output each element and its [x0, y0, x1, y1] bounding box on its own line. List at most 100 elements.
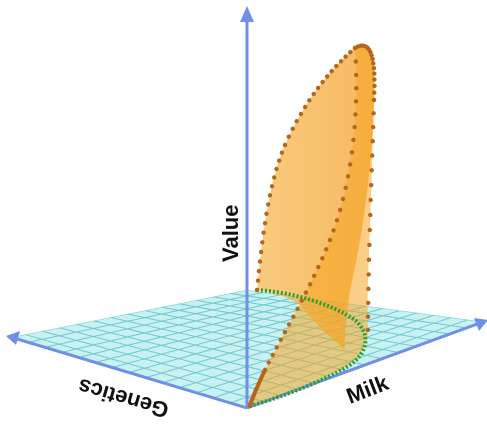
- edge-dot: [272, 175, 277, 180]
- edge-dot: [366, 286, 371, 291]
- edge-dot: [372, 77, 377, 82]
- edge-dot: [258, 249, 264, 255]
- grid-line: [59, 296, 299, 354]
- edge-dot: [266, 202, 271, 207]
- edge-dot: [334, 63, 339, 69]
- edge-dot: [270, 352, 275, 358]
- edge-dot: [370, 139, 375, 144]
- edge-dot: [371, 97, 377, 103]
- edge-dot: [340, 196, 346, 202]
- grid-line: [93, 300, 333, 364]
- edge-dot: [257, 259, 263, 264]
- edge-dot: [366, 257, 372, 262]
- edge-dot: [371, 124, 376, 130]
- edge-dot: [267, 193, 273, 198]
- edge-dot: [353, 112, 358, 117]
- right-axis: [246, 321, 481, 410]
- edge-dot: [262, 221, 268, 226]
- edge-dot: [303, 290, 309, 295]
- edge-dot: [302, 104, 308, 110]
- edge-dot: [365, 327, 371, 333]
- edge-dot: [286, 322, 292, 327]
- edge-dot: [369, 168, 374, 173]
- edge-dot: [368, 197, 373, 203]
- edge-dot: [274, 345, 279, 350]
- edge-dot: [247, 403, 253, 409]
- grid-line: [42, 294, 282, 349]
- edge-dot: [354, 86, 359, 91]
- edge-dot: [371, 61, 376, 66]
- edge-dot: [261, 230, 266, 235]
- edge-dot: [274, 166, 279, 172]
- edge-dot: [282, 142, 288, 148]
- edge-dot: [372, 90, 377, 95]
- edge-dot: [338, 59, 344, 64]
- edge-dot: [368, 212, 373, 218]
- surface-edge-dots: [247, 43, 377, 409]
- edge-dot: [320, 256, 325, 261]
- edge-dot: [343, 54, 348, 59]
- edge-dot: [369, 182, 374, 188]
- edge-dot: [254, 287, 260, 293]
- edge-dot: [327, 237, 333, 243]
- milk-axis-label: Milk: [343, 370, 393, 409]
- front-sheet: [250, 46, 375, 406]
- vertical-axis-arrow: [240, 6, 254, 22]
- edge-dot: [294, 119, 299, 124]
- edge-dot: [345, 174, 351, 179]
- edge-dot: [371, 66, 377, 71]
- edge-dot: [312, 273, 317, 278]
- edge-dot: [299, 298, 304, 303]
- edge-dot: [343, 185, 348, 190]
- right-axis-arrow: [474, 318, 487, 331]
- edge-dot: [347, 162, 353, 167]
- edge-dot: [372, 83, 377, 89]
- edge-dot: [352, 45, 358, 51]
- edge-dot: [354, 72, 359, 78]
- left-axis-arrow: [6, 331, 20, 345]
- edge-dot: [320, 79, 325, 85]
- axes: [6, 6, 487, 410]
- edge-dot: [264, 211, 269, 216]
- edge-dot: [329, 69, 334, 74]
- edge-dot: [286, 134, 291, 139]
- edge-dot: [367, 242, 372, 248]
- edge-dot: [256, 268, 262, 274]
- edge-dot: [369, 53, 374, 58]
- edge-dot: [334, 218, 340, 223]
- base-curve: [249, 288, 368, 408]
- grid-line: [76, 298, 316, 359]
- edge-dot: [269, 184, 275, 189]
- value-surface: [247, 43, 377, 409]
- edge-dot: [338, 207, 343, 213]
- edge-dot: [348, 50, 353, 55]
- edge-dot: [349, 150, 355, 155]
- edge-dot: [298, 111, 304, 117]
- edge-dot: [307, 98, 312, 103]
- value-axis-label: Value: [218, 205, 243, 262]
- edge-dot: [366, 272, 371, 277]
- edge-dot: [307, 282, 313, 287]
- edge-dot: [260, 240, 265, 245]
- edge-dot: [278, 337, 283, 342]
- edge-dot: [352, 125, 357, 130]
- edge-dot: [324, 247, 329, 252]
- grid-line: [8, 290, 248, 339]
- edge-dot: [316, 264, 321, 270]
- edge-dot: [353, 99, 359, 104]
- edge-dot: [266, 360, 271, 365]
- edge-dot: [370, 56, 375, 62]
- edge-dot: [279, 150, 285, 155]
- grid-line: [24, 291, 265, 344]
- edge-dot: [353, 59, 358, 64]
- edge-dot: [367, 227, 372, 233]
- edge-dot: [291, 314, 296, 319]
- edge-dot: [365, 314, 371, 319]
- edge-dot: [371, 111, 376, 116]
- edge-dot: [324, 74, 330, 79]
- edge-dot: [290, 126, 295, 131]
- edge-dot: [311, 91, 316, 97]
- edge-dot: [295, 306, 300, 311]
- edge-dot: [372, 71, 377, 76]
